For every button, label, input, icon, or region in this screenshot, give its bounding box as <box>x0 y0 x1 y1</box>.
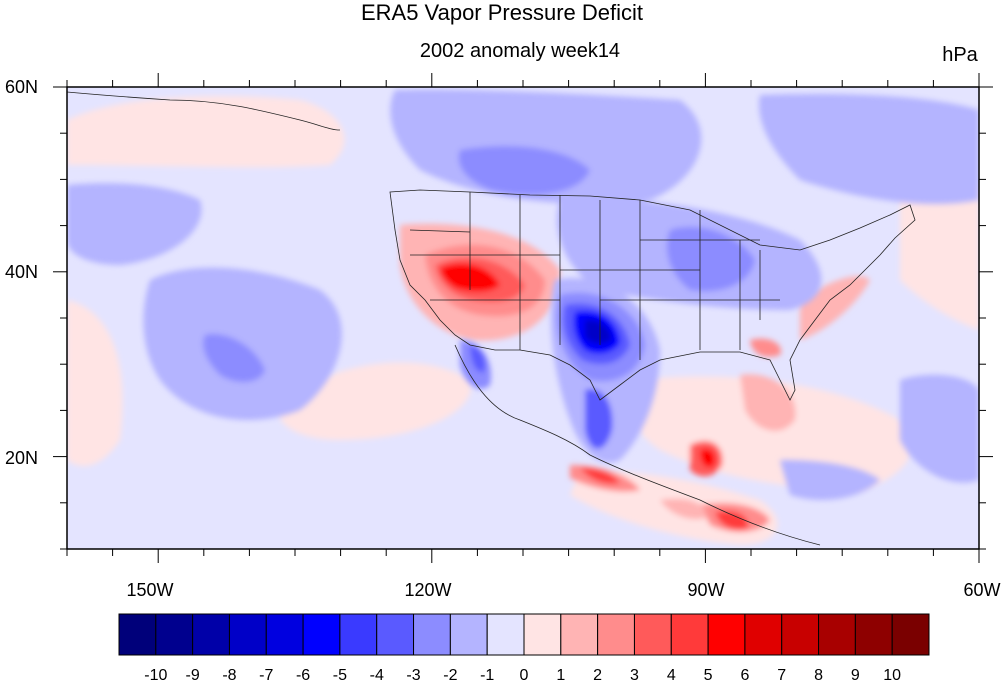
units-label: hPa <box>942 44 978 66</box>
colorbar-label: 7 <box>777 667 786 681</box>
lon-label-150w: 150W <box>126 580 173 600</box>
colorbar-label: -5 <box>333 667 347 681</box>
colorbar-swatch <box>155 613 194 656</box>
colorbar-swatch <box>854 613 893 656</box>
lon-label-120w: 120W <box>404 580 451 600</box>
colorbar-swatch <box>707 613 746 656</box>
lat-label-20n: 20N <box>5 448 38 468</box>
chart-subtitle: 2002 anomaly week14 <box>419 40 621 62</box>
colorbar-swatch <box>376 613 415 656</box>
colorbar-swatch <box>891 613 930 656</box>
colorbar-label: -6 <box>296 667 310 681</box>
colorbar <box>118 613 930 656</box>
colorbar-swatch <box>597 613 635 656</box>
colorbar-label: 6 <box>740 667 749 681</box>
colorbar-swatch <box>339 613 378 656</box>
colorbar-swatch <box>560 613 599 656</box>
lat-label-60n: 60N <box>5 77 38 97</box>
colorbar-swatch <box>228 613 267 656</box>
colorbar-swatch <box>744 613 783 656</box>
colorbar-swatch <box>118 613 157 656</box>
colorbar-swatch <box>265 613 304 656</box>
colorbar-swatch <box>449 613 488 656</box>
colorbar-label: -8 <box>222 667 236 681</box>
colorbar-label: -3 <box>406 667 420 681</box>
colorbar-label: 2 <box>593 667 602 681</box>
colorbar-swatch <box>633 613 672 656</box>
colorbar-swatch <box>670 613 709 656</box>
colorbar-label: 3 <box>630 667 639 681</box>
colorbar-swatch <box>486 613 525 656</box>
colorbar-label: -4 <box>370 667 384 681</box>
chart-title: ERA5 Vapor Pressure Deficit <box>360 0 644 25</box>
axis-ticks <box>53 73 993 563</box>
lat-label-40n: 40N <box>5 262 38 282</box>
colorbar-swatch <box>818 613 856 656</box>
colorbar-label: 1 <box>556 667 565 681</box>
colorbar-label: 4 <box>667 667 676 681</box>
colorbar-label: -2 <box>443 667 457 681</box>
colorbar-swatch <box>523 613 562 656</box>
colorbar-label: -10 <box>144 667 167 681</box>
lon-label-90w: 90W <box>687 580 724 600</box>
anomaly-field <box>67 87 979 549</box>
coastlines <box>67 91 916 546</box>
colorbar-swatch <box>781 613 820 656</box>
colorbar-label: -7 <box>259 667 273 681</box>
colorbar-labels: -10 -9 -8 -7 -6 -5 -4 -3 -2 -1 0 1 2 3 4 5 6 7 8 9 10 <box>144 667 901 681</box>
colorbar-label: 10 <box>883 667 901 681</box>
colorbar-label: 9 <box>851 667 860 681</box>
colorbar-label: 5 <box>704 667 713 681</box>
colorbar-swatch <box>192 613 230 656</box>
colorbar-label: 0 <box>520 667 529 681</box>
colorbar-swatch <box>302 613 341 656</box>
colorbar-label: -9 <box>186 667 200 681</box>
lon-label-60w: 60W <box>963 580 1000 600</box>
colorbar-swatch <box>413 613 451 656</box>
colorbar-label: 8 <box>814 667 823 681</box>
colorbar-label: -1 <box>480 667 494 681</box>
